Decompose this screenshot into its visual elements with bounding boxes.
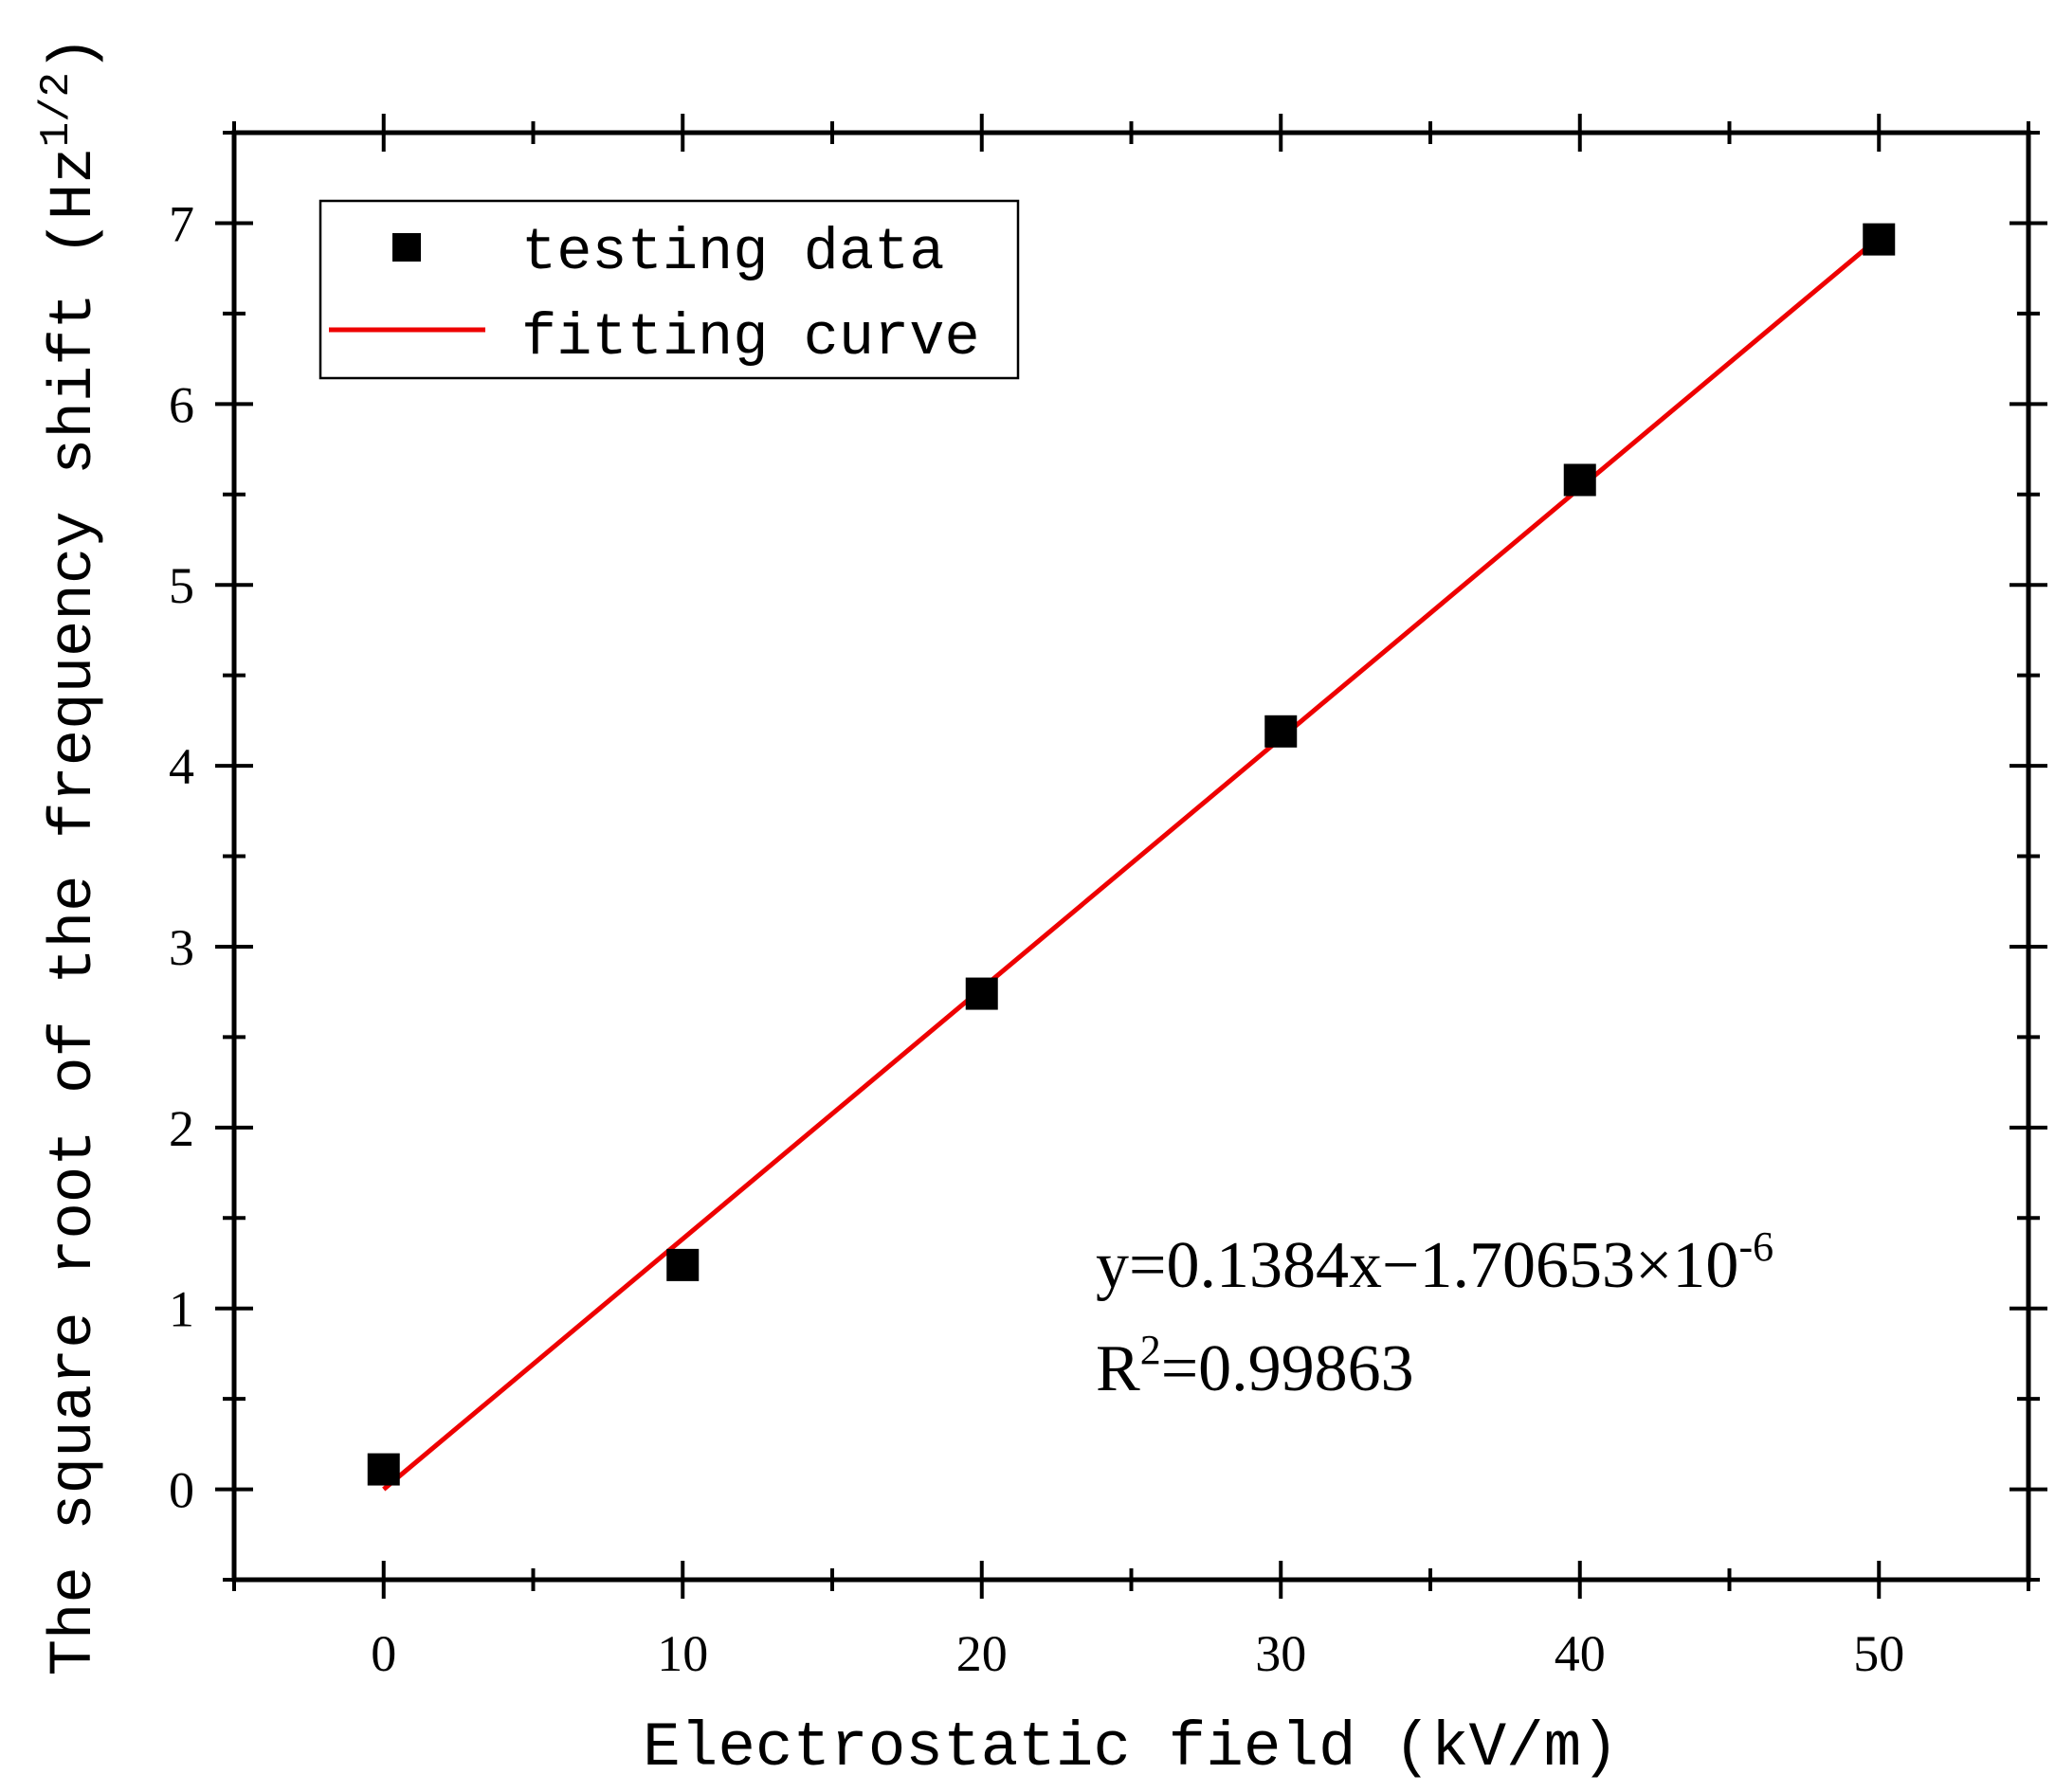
y-tick-label: 0 — [169, 1462, 194, 1519]
fit-equation: y=0.1384x−1.70653×10-6 — [1096, 1223, 1773, 1302]
y-axis-title-close: ) — [41, 36, 109, 72]
y-tick-label: 5 — [169, 557, 194, 614]
legend-label-testing-data: testing data — [521, 219, 944, 286]
y-tick-label: 1 — [169, 1281, 194, 1338]
x-axis-title: Electrostatic field (kV/m) — [643, 1712, 1619, 1783]
plot-frame — [231, 130, 2031, 1583]
fit-equation-main: y=0.1384x−1.70653×10 — [1096, 1229, 1738, 1302]
y-tick-label: 2 — [169, 1100, 194, 1157]
fitting-curve-line — [382, 235, 1881, 1492]
fit-equation-exponent: -6 — [1738, 1223, 1773, 1270]
r-squared-value: =0.99863 — [1161, 1332, 1414, 1405]
legend-label-fitting-curve: fitting curve — [521, 304, 980, 371]
y-axis-title-unit-exponent: 1/2 — [33, 72, 81, 147]
marker-layer — [367, 223, 1896, 1486]
fit-annotation: y=0.1384x−1.70653×10-6 R2=0.99863 — [1096, 1223, 1773, 1405]
y-tick-label: 6 — [169, 376, 194, 433]
legend: testing data fitting curve — [318, 199, 1020, 380]
y-tick-label: 4 — [169, 738, 194, 795]
data-point — [1863, 223, 1896, 256]
data-point — [666, 1248, 700, 1281]
x-tick-label: 50 — [1853, 1625, 1904, 1682]
x-tick-label: 10 — [657, 1625, 708, 1682]
r-squared-exponent: 2 — [1140, 1327, 1161, 1373]
legend-marker-testing-data — [392, 233, 421, 262]
tick-labels: 0 10 20 30 40 50 0 1 2 3 4 5 6 7 — [169, 195, 1904, 1682]
data-point — [1264, 715, 1298, 748]
x-tick-label: 20 — [956, 1625, 1008, 1682]
fit-layer — [382, 235, 1881, 1492]
r-squared: R2=0.99863 — [1096, 1327, 1414, 1405]
y-tick-label: 3 — [169, 919, 194, 976]
data-point — [367, 1453, 400, 1486]
x-tick-label: 40 — [1555, 1625, 1606, 1682]
data-point — [1563, 463, 1596, 497]
x-tick-label: 0 — [371, 1625, 396, 1682]
y-axis-title-main: The square root of the frequency shift (… — [41, 147, 109, 1675]
r-squared-symbol: R — [1096, 1332, 1140, 1405]
y-axis-title: The square root of the frequency shift (… — [33, 36, 109, 1676]
y-tick-label: 7 — [169, 195, 194, 252]
x-tick-label: 30 — [1255, 1625, 1306, 1682]
data-point — [965, 977, 998, 1010]
legend-box — [318, 199, 1020, 380]
